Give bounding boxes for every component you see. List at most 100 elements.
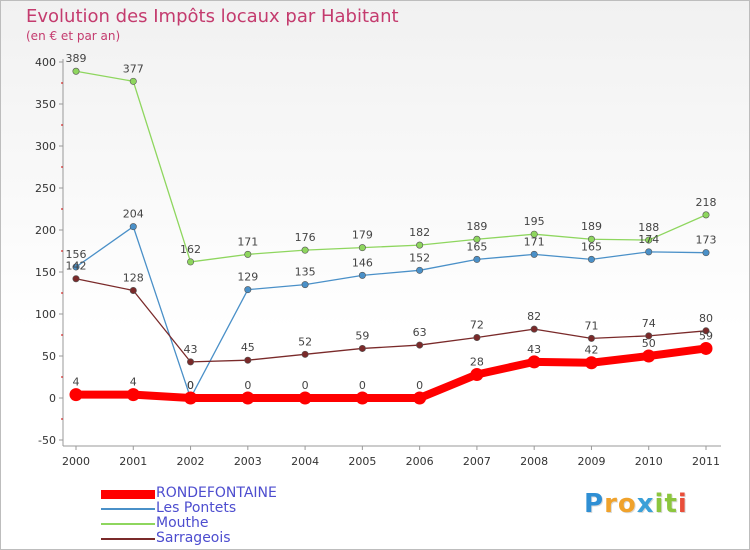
data-label: 173 [696,234,717,247]
logo-letter: o [617,489,637,519]
data-point [413,391,427,405]
legend-swatch [101,508,155,510]
data-label: 0 [187,379,194,392]
data-point [298,391,312,405]
data-point [702,327,710,335]
data-point [301,281,309,289]
legend-label: Mouthe [156,515,209,531]
y-tick-label: 200 [35,224,56,237]
legend-swatch [101,523,155,525]
series-line-rondefontaine [72,344,710,402]
data-point [473,255,481,263]
data-point [470,367,484,381]
data-point [527,355,541,369]
data-point [416,341,424,349]
data-label: 171 [524,235,545,248]
data-point [358,344,366,352]
data-label: 28 [470,355,484,368]
data-point [301,350,309,358]
y-tick-label: 400 [35,56,56,69]
data-point [645,236,653,244]
data-point [530,325,538,333]
data-label: 43 [184,343,198,356]
y-tick-label: 0 [49,392,56,405]
data-label: 59 [355,329,369,342]
data-point [355,391,369,405]
y-tick-label: 150 [35,266,56,279]
data-label: 0 [416,379,423,392]
y-tick-label: 300 [35,140,56,153]
data-label: 179 [352,229,373,242]
data-label: 146 [352,256,373,269]
data-label: 195 [524,215,545,228]
proxiti-logo: Proxiti [584,489,688,519]
x-tick-label: 2005 [348,455,376,468]
data-point [72,263,80,271]
data-label: 165 [581,240,602,253]
x-tick-label: 2008 [520,455,548,468]
data-label: 80 [699,312,713,325]
data-label: 128 [123,271,144,284]
data-label: 72 [470,319,484,332]
data-label: 152 [409,251,430,264]
data-label: 71 [584,319,598,332]
data-label: 135 [295,266,316,279]
logo-letter: i [677,489,688,519]
data-label: 182 [409,226,430,239]
logo-letter: P [584,489,605,519]
logo-letter: t [664,489,678,519]
x-tick-label: 2000 [62,455,90,468]
x-tick-label: 2006 [406,455,434,468]
y-tick-label: 100 [35,308,56,321]
data-label: 171 [237,235,258,248]
data-label: 188 [638,221,659,234]
data-point [645,248,653,256]
legend-label: Les Pontets [156,500,237,516]
data-point [416,266,424,274]
chart-title: Evolution des Impôts locaux par Habitant [26,6,399,27]
data-label: 43 [527,343,541,356]
data-label: 174 [638,233,659,246]
y-tick-label: -50 [38,434,56,447]
data-label: 129 [237,271,258,284]
series-line-les-pontets [75,225,707,399]
logo-letter: r [604,489,618,519]
logo-letter: i [654,489,665,519]
data-point [72,275,80,283]
data-point [244,356,252,364]
data-label: 50 [642,337,656,350]
data-label: 0 [187,379,194,392]
data-label: 63 [413,326,427,339]
data-point [473,334,481,342]
data-label: 156 [66,248,87,261]
x-tick-label: 2010 [635,455,663,468]
data-point [530,230,538,238]
data-label: 74 [642,317,656,330]
legend-label: Sarrageois [156,530,231,546]
data-point [587,235,595,243]
series-line-sarrageois [75,278,707,363]
data-point [702,249,710,257]
data-label: 4 [73,376,80,389]
data-label: 218 [696,196,717,209]
x-tick-label: 2001 [119,455,147,468]
data-point [129,223,137,231]
data-point [642,349,656,363]
data-point [473,235,481,243]
series-line-mouthe [75,70,707,263]
data-point [69,388,83,402]
data-label: 52 [298,335,312,348]
data-point [126,388,140,402]
x-tick-label: 2002 [177,455,205,468]
data-label: 189 [466,220,487,233]
data-label: 42 [584,344,598,357]
data-label: 176 [295,231,316,244]
data-label: 0 [244,379,251,392]
data-label: 377 [123,62,144,75]
data-point [358,271,366,279]
data-label: 165 [466,240,487,253]
y-tick-label: 50 [42,350,56,363]
data-point [72,67,80,75]
